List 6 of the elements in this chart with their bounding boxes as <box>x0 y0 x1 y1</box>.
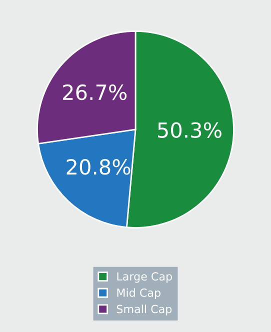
data-label: 20.8% <box>66 159 130 175</box>
data-label: 50.3% <box>158 122 222 138</box>
legend-label: Small Cap <box>116 304 172 316</box>
legend-label: Large Cap <box>117 272 172 283</box>
data-label: 26.7% <box>63 84 127 100</box>
legend-label: Mid Cap <box>117 288 160 300</box>
